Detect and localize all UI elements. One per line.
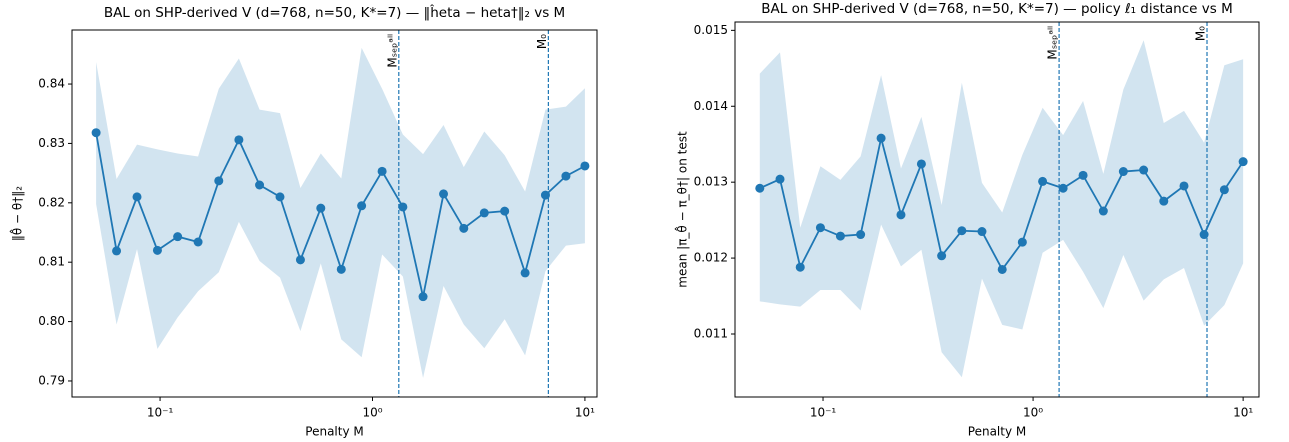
data-point <box>295 255 305 265</box>
data-point <box>856 230 866 240</box>
y-tick-label: 0.012 <box>694 251 728 265</box>
y-tick-label: 0.83 <box>38 136 65 150</box>
chart-title: BAL on SHP-derived V (d=768, n=50, K*=7)… <box>761 1 1232 17</box>
y-tick-label: 0.82 <box>38 195 65 209</box>
y-tick-label: 0.80 <box>38 314 65 328</box>
reference-label: Mₛₑₚᵃˡˡ <box>385 34 399 68</box>
data-point <box>1219 185 1229 195</box>
data-point <box>580 161 590 171</box>
data-point <box>775 174 785 184</box>
data-point <box>540 190 550 200</box>
subplot: Mₛₑₚᵃˡˡ M₀ 0.011 0.012 0.013 0.014 0.015 10⁻¹ 10… <box>673 1 1260 439</box>
data-point <box>275 192 285 202</box>
data-point <box>1058 183 1068 193</box>
data-point <box>1038 176 1048 186</box>
data-point <box>479 208 489 218</box>
data-point <box>1238 157 1248 167</box>
y-tick-label: 0.013 <box>694 175 728 189</box>
y-tick-label: 0.84 <box>38 77 65 91</box>
data-point <box>500 206 510 216</box>
y-axis-label: ‖θ̂ − θ†‖₂ <box>8 186 24 241</box>
data-point <box>896 210 906 220</box>
x-tick-label: 10¹ <box>1233 406 1253 420</box>
data-point <box>977 227 987 237</box>
plot-area <box>91 47 590 378</box>
data-point <box>91 128 101 138</box>
data-point <box>1139 165 1149 175</box>
data-point <box>234 135 244 145</box>
x-axis-label: Penalty M <box>305 425 363 439</box>
data-point <box>214 176 224 186</box>
error-band <box>96 47 585 378</box>
axes-frame <box>71 29 598 398</box>
x-axis-label: Penalty M <box>968 425 1026 439</box>
data-point <box>795 262 805 272</box>
data-point <box>1159 196 1169 206</box>
reference-label: Mₛₑₚᵃˡˡ <box>1046 26 1060 60</box>
data-point <box>520 268 530 278</box>
y-tick-label: 0.79 <box>38 373 65 387</box>
chart-title: BAL on SHP-derived V (d=768, n=50, K*=7)… <box>104 3 565 21</box>
subplot: Mₛₑₚᵃˡˡ M₀ 0.79 0.80 0.81 0.82 0.83 0.84 10⁻¹ 10⁰… <box>8 3 598 439</box>
data-point <box>815 223 825 233</box>
plot-area <box>755 40 1248 378</box>
data-point <box>876 133 886 143</box>
y-tick-label: 0.81 <box>38 255 65 269</box>
x-tick-label: 10⁰ <box>1023 406 1043 420</box>
data-point <box>1078 170 1088 180</box>
data-point <box>336 264 346 274</box>
y-axis-label: mean |π_θ̂ − π_θ†| on test <box>673 131 689 288</box>
data-point <box>112 246 122 256</box>
y-tick-label: 0.014 <box>694 99 728 113</box>
x-tick-label: 10¹ <box>575 406 595 420</box>
x-tick-label: 10⁰ <box>362 406 382 420</box>
data-point <box>255 180 265 190</box>
data-point <box>561 171 571 181</box>
x-tick-label: 10⁻¹ <box>810 406 837 420</box>
data-point <box>1118 167 1128 177</box>
reference-label: M₀ <box>1194 26 1208 41</box>
data-point <box>997 264 1007 274</box>
data-point <box>755 183 765 193</box>
data-point <box>835 231 845 241</box>
data-point <box>459 223 469 233</box>
data-point <box>1179 181 1189 191</box>
data-point <box>957 226 967 236</box>
data-point <box>916 159 926 169</box>
data-point <box>193 237 203 247</box>
data-point <box>418 292 428 302</box>
axes-frame <box>734 21 1260 398</box>
reference-label: M₀ <box>535 34 549 49</box>
data-point <box>937 251 947 261</box>
error-band <box>759 40 1244 378</box>
data-point <box>316 203 326 213</box>
data-point <box>173 232 183 242</box>
data-point <box>357 201 367 211</box>
data-point <box>132 192 142 202</box>
data-point <box>1098 206 1108 216</box>
data-point <box>1199 230 1209 240</box>
data-point <box>439 189 449 199</box>
y-tick-label: 0.015 <box>694 23 728 37</box>
data-point <box>377 166 387 176</box>
y-tick-label: 0.011 <box>694 326 728 340</box>
x-tick-label: 10⁻¹ <box>147 406 174 420</box>
data-point <box>398 202 408 212</box>
data-point <box>1017 237 1027 247</box>
data-point <box>152 245 162 255</box>
